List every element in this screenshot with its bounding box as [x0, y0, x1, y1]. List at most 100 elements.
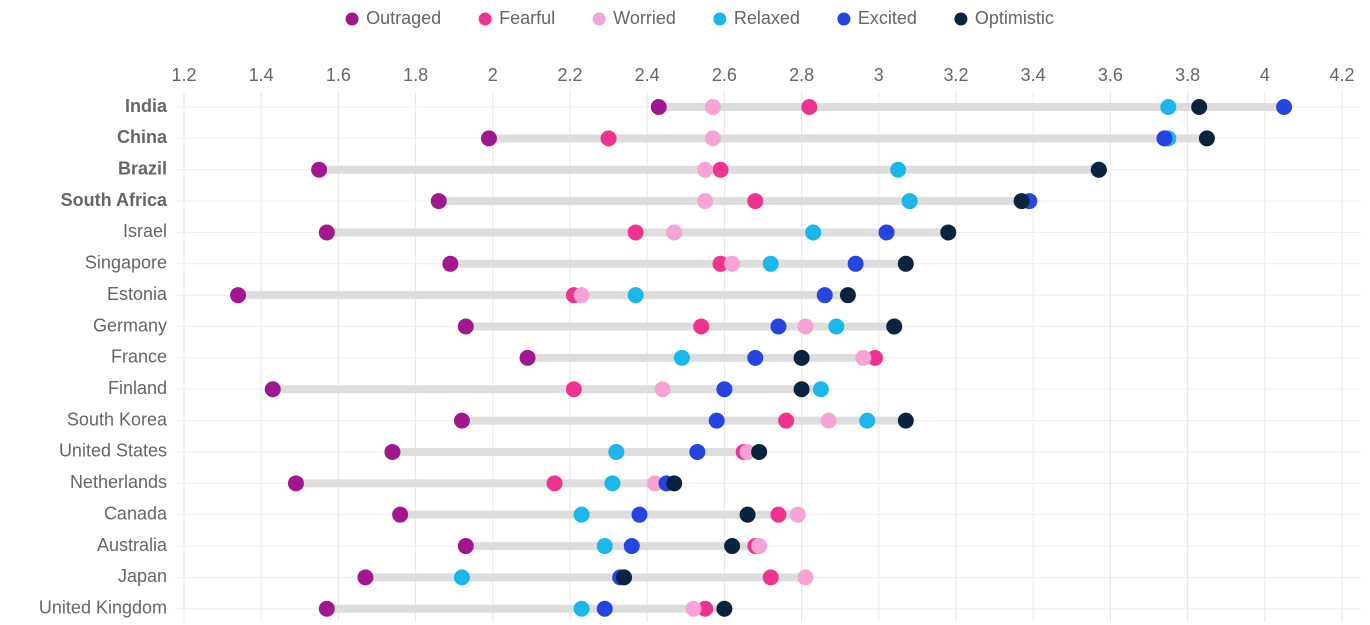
x-tick-label: 1.6	[326, 65, 351, 85]
dot	[793, 349, 810, 366]
legend-marker	[592, 12, 606, 26]
y-tick-label: France	[111, 347, 167, 367]
legend-marker	[345, 12, 359, 26]
legend-marker	[478, 12, 492, 26]
dot	[689, 443, 706, 460]
dot	[453, 412, 470, 429]
dot	[287, 475, 304, 492]
dot	[770, 506, 787, 523]
dot	[546, 475, 563, 492]
legend-label: Outraged	[366, 8, 441, 28]
y-tick-label: Japan	[118, 566, 167, 586]
dot	[392, 506, 409, 523]
y-tick-label: United Kingdom	[39, 598, 167, 618]
dot	[654, 381, 671, 398]
dot	[573, 287, 590, 304]
dot	[685, 600, 702, 617]
dot	[712, 161, 729, 178]
dot	[751, 538, 768, 555]
dot	[797, 569, 814, 586]
dot	[828, 318, 845, 335]
dot	[793, 381, 810, 398]
dot	[573, 600, 590, 617]
dot	[789, 506, 806, 523]
dot	[519, 349, 536, 366]
dot	[1276, 99, 1293, 115]
dot	[778, 412, 795, 429]
legend-marker	[713, 12, 727, 26]
y-tick-label: China	[117, 127, 168, 147]
legend-label: Fearful	[499, 8, 555, 28]
dot	[716, 381, 733, 398]
x-tick-label: 2.6	[712, 65, 737, 85]
dot	[697, 161, 714, 178]
dot	[747, 193, 764, 210]
dot	[940, 224, 957, 241]
dot	[600, 130, 617, 147]
dot	[608, 443, 625, 460]
dot	[762, 569, 779, 586]
dot	[697, 600, 714, 617]
y-tick-label: India	[125, 96, 168, 116]
dot	[839, 287, 856, 304]
dot	[357, 569, 374, 586]
dot	[1160, 99, 1177, 115]
dot	[384, 443, 401, 460]
x-tick-label: 2.2	[557, 65, 582, 85]
y-tick-label: Netherlands	[70, 472, 167, 492]
legend-label: Excited	[858, 8, 917, 28]
dot	[1198, 130, 1215, 147]
dot	[650, 99, 667, 115]
dot	[866, 349, 883, 366]
dot	[805, 224, 822, 241]
x-tick-label: 2.4	[635, 65, 660, 85]
y-tick-label: Germany	[93, 315, 167, 335]
dot	[890, 161, 907, 178]
dot	[747, 349, 764, 366]
dot	[770, 318, 787, 335]
x-tick-label: 3.8	[1175, 65, 1200, 85]
dot	[596, 538, 613, 555]
x-tick-label: 2	[488, 65, 498, 85]
legend-label: Optimistic	[975, 8, 1054, 28]
x-tick-label: 1.8	[403, 65, 428, 85]
legend-label: Relaxed	[734, 8, 800, 28]
dot	[739, 506, 756, 523]
x-tick-label: 4.2	[1329, 65, 1354, 85]
y-tick-label: Singapore	[85, 253, 167, 273]
dot	[897, 255, 914, 272]
dot	[708, 412, 725, 429]
dot	[311, 161, 328, 178]
dot	[673, 349, 690, 366]
dot	[878, 224, 895, 241]
y-tick-label: Australia	[97, 535, 168, 555]
dot	[901, 193, 918, 210]
legend-label: Worried	[613, 8, 676, 28]
dot	[230, 287, 247, 304]
dot	[1156, 130, 1173, 147]
y-tick-label: South Korea	[67, 409, 168, 429]
dot	[318, 224, 335, 241]
y-tick-label: South Africa	[61, 190, 168, 210]
dot	[816, 287, 833, 304]
legend-marker	[837, 12, 851, 26]
x-tick-label: 4	[1260, 65, 1270, 85]
dot	[751, 443, 768, 460]
dot	[1013, 193, 1030, 210]
x-tick-label: 2.8	[789, 65, 814, 85]
y-tick-label: Israel	[123, 221, 167, 241]
y-tick-label: Brazil	[118, 158, 167, 178]
dot	[797, 318, 814, 335]
dot	[724, 538, 741, 555]
dot	[453, 569, 470, 586]
dot	[697, 193, 714, 210]
dot	[565, 381, 582, 398]
dot	[1191, 99, 1208, 115]
dot	[264, 381, 281, 398]
x-tick-label: 3.4	[1021, 65, 1046, 85]
dot	[724, 255, 741, 272]
dot	[627, 287, 644, 304]
dot	[812, 381, 829, 398]
x-tick-label: 1.4	[249, 65, 274, 85]
